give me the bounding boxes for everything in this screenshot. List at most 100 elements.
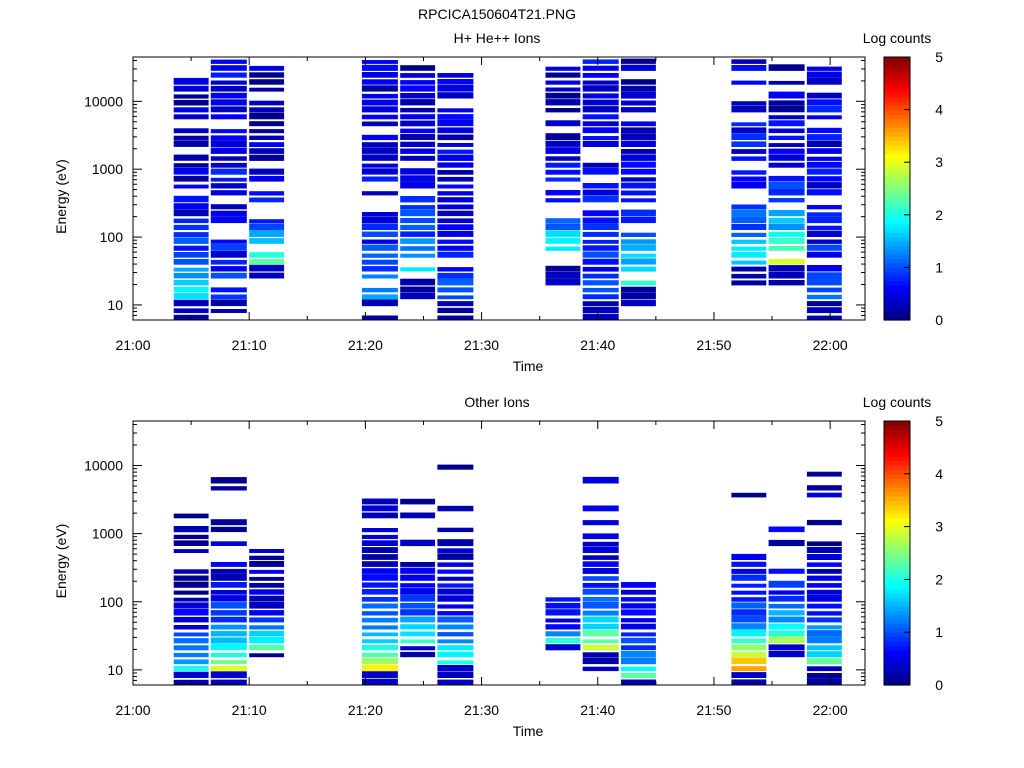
spectrogram-cell bbox=[173, 540, 209, 546]
y-axis-label: Energy (eV) bbox=[53, 159, 69, 234]
spectrogram-cell bbox=[249, 259, 285, 265]
spectrogram-cell bbox=[361, 574, 398, 581]
spectrogram-cell bbox=[731, 644, 767, 651]
spectrogram-cell bbox=[400, 639, 436, 644]
spectrogram-cell bbox=[806, 278, 842, 286]
spectrogram-cell bbox=[249, 168, 285, 175]
colorbar-segment bbox=[884, 188, 910, 194]
spectrogram-cell bbox=[400, 218, 436, 224]
spectrogram-cell bbox=[731, 597, 767, 602]
plot-frame bbox=[132, 56, 866, 321]
spectrogram-cell bbox=[437, 295, 474, 300]
spectrogram-cell bbox=[582, 251, 619, 258]
spectrogram-cell bbox=[621, 182, 656, 189]
spectrogram-cell bbox=[210, 562, 247, 567]
spectrogram-cell bbox=[545, 72, 581, 78]
spectrogram-cell bbox=[249, 79, 285, 85]
spectrogram-cell bbox=[437, 624, 474, 630]
spectrogram-cell bbox=[806, 575, 842, 581]
spectrogram-cell bbox=[173, 184, 209, 189]
spectrogram-cell bbox=[806, 176, 842, 182]
spectrogram-cell bbox=[361, 512, 398, 519]
spectrogram-cell bbox=[621, 645, 656, 651]
spectrogram-cell bbox=[731, 149, 767, 154]
spectrogram-column bbox=[621, 582, 656, 685]
spectrogram-cell bbox=[210, 147, 247, 154]
page-title: RPCICA150604T21.PNG bbox=[418, 6, 576, 22]
spectrogram-cell bbox=[173, 602, 209, 609]
spectrogram-cell bbox=[361, 253, 398, 258]
spectrogram-cell bbox=[361, 121, 398, 127]
spectrogram-cell bbox=[361, 223, 398, 230]
spectrogram-cell bbox=[731, 105, 767, 113]
spectrogram-cell bbox=[437, 119, 474, 127]
spectrogram-cell bbox=[545, 237, 581, 244]
y-tick-label: 10000 bbox=[84, 458, 123, 474]
spectrogram-cell bbox=[173, 224, 209, 230]
spectrogram-cell bbox=[361, 547, 398, 553]
colorbar-segment bbox=[884, 592, 910, 598]
spectrogram-cell bbox=[210, 168, 247, 175]
spectrogram-cell bbox=[173, 299, 209, 307]
spectrogram-cell bbox=[400, 646, 436, 651]
spectrogram-cell bbox=[621, 672, 656, 679]
spectrogram-cell bbox=[768, 265, 805, 272]
spectrogram-cell bbox=[173, 209, 209, 217]
spectrogram-cell bbox=[806, 140, 842, 147]
spectrogram-column bbox=[173, 77, 209, 320]
spectrogram-column bbox=[582, 59, 619, 320]
spectrogram-cell bbox=[806, 554, 842, 560]
spectrogram-cell bbox=[437, 679, 474, 685]
spectrogram-cell bbox=[249, 223, 285, 231]
colorbar-segment bbox=[884, 557, 910, 563]
spectrogram-cell bbox=[545, 597, 581, 602]
spectrogram-cell bbox=[437, 595, 474, 602]
spectrogram-cell bbox=[249, 112, 285, 120]
colorbar-segment bbox=[884, 236, 910, 242]
spectrogram-cell bbox=[173, 609, 209, 616]
spectrogram-cell bbox=[768, 259, 805, 265]
spectrogram-cell bbox=[210, 573, 247, 581]
spectrogram-cell bbox=[545, 271, 581, 279]
spectrogram-cell bbox=[806, 265, 842, 272]
spectrogram-column bbox=[806, 66, 842, 320]
spectrogram-cells bbox=[173, 58, 842, 320]
spectrogram-cell bbox=[621, 149, 656, 154]
colorbar-segment bbox=[884, 610, 910, 616]
colorbar-segment bbox=[884, 284, 910, 290]
x-tick-label: 21:40 bbox=[580, 702, 615, 718]
colorbar-segment bbox=[884, 214, 910, 220]
spectrogram-cell bbox=[437, 127, 474, 134]
spectrogram-cell bbox=[806, 134, 842, 140]
panel-title: H+ He++ Ions bbox=[454, 30, 541, 46]
spectrogram-cell bbox=[768, 630, 805, 637]
spectrogram-cell bbox=[210, 129, 247, 134]
spectrogram-cell bbox=[210, 631, 247, 637]
spectrogram-cell bbox=[582, 223, 619, 230]
colorbar-segment bbox=[884, 61, 910, 67]
spectrogram-cell bbox=[545, 99, 581, 106]
spectrogram-column bbox=[731, 492, 767, 685]
spectrogram-cell bbox=[361, 64, 398, 71]
spectrogram-cell bbox=[545, 624, 581, 630]
spectrogram-cell bbox=[731, 246, 767, 251]
spectrogram-cell bbox=[545, 169, 581, 175]
spectrogram-cell bbox=[173, 293, 209, 300]
spectrogram-cell bbox=[400, 602, 436, 609]
spectrogram-cell bbox=[173, 671, 209, 678]
spectrogram-cell bbox=[249, 576, 285, 581]
colorbar-segment bbox=[884, 438, 910, 444]
colorbar-segment bbox=[884, 680, 910, 686]
spectrogram-cell bbox=[545, 162, 581, 168]
spectrogram-cell bbox=[582, 59, 619, 64]
spectrogram-cell bbox=[582, 313, 619, 320]
spectrogram-cell bbox=[210, 72, 247, 78]
spectrogram-cell bbox=[621, 198, 656, 203]
spectrogram-cell bbox=[621, 154, 656, 161]
spectrogram-cell bbox=[400, 238, 436, 244]
spectrogram-cell bbox=[249, 230, 285, 237]
spectrogram-cell bbox=[210, 85, 247, 92]
colorbar-segment bbox=[884, 597, 910, 602]
spectrogram-cell bbox=[210, 190, 247, 196]
spectrogram-cell bbox=[249, 610, 285, 616]
